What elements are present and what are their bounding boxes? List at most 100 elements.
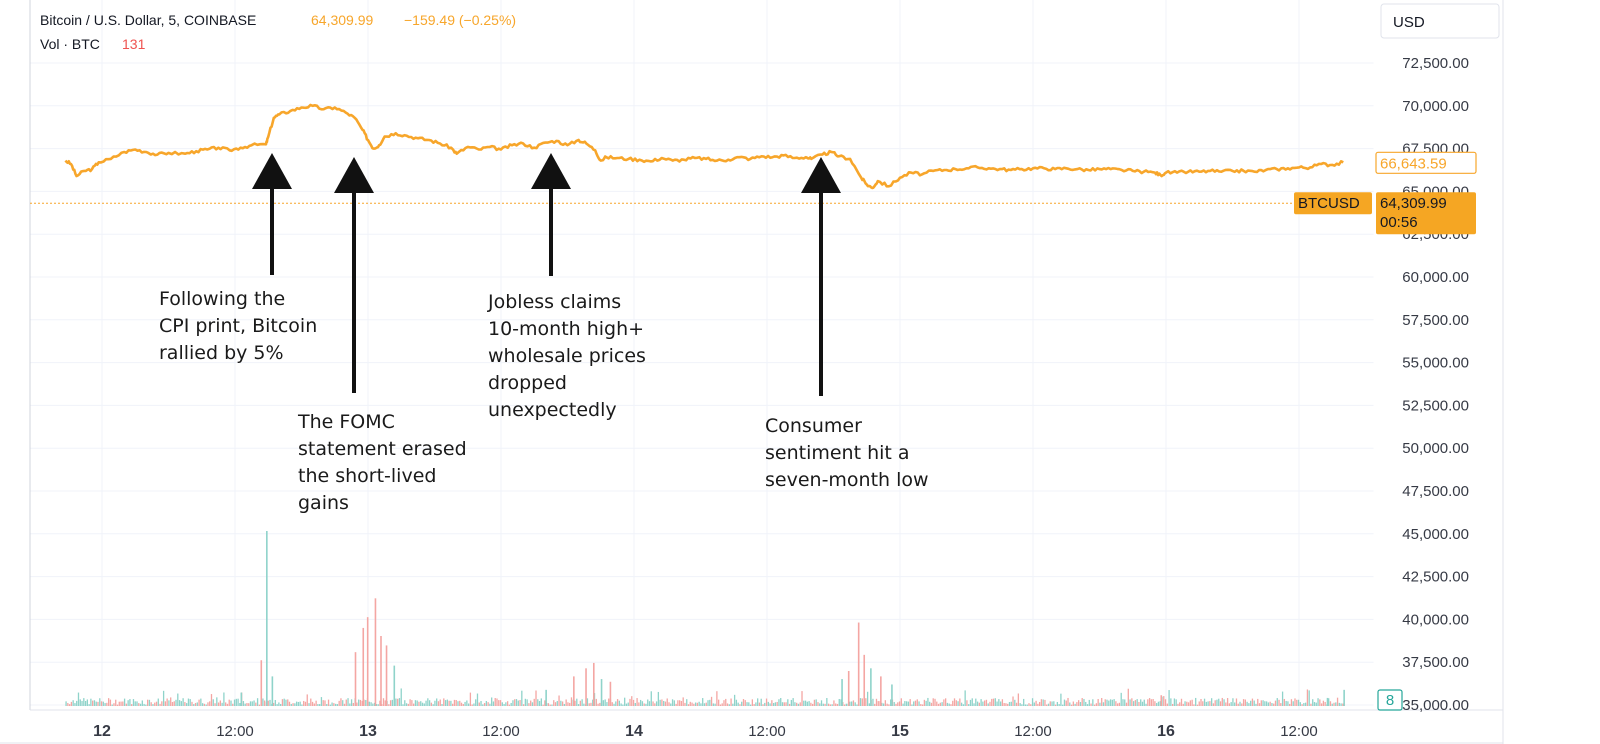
volume-bar xyxy=(544,700,546,706)
volume-bar xyxy=(1024,704,1027,706)
volume-bar xyxy=(1157,701,1160,706)
volume-bar xyxy=(643,703,645,706)
volume-bar xyxy=(1058,704,1060,706)
volume-bar xyxy=(246,703,248,706)
volume-bar xyxy=(797,703,800,706)
volume-bar xyxy=(1239,701,1241,706)
volume-bar xyxy=(483,703,486,706)
volume-bar xyxy=(244,703,246,706)
volume-spike xyxy=(847,671,850,706)
volume-bar xyxy=(984,700,986,706)
volume-bar xyxy=(772,703,775,706)
price-tick-label: 70,000.00 xyxy=(1402,98,1469,115)
volume-bar xyxy=(1342,703,1344,706)
volume-bar xyxy=(996,701,998,706)
price-tick-label: 52,500.00 xyxy=(1402,397,1469,414)
volume-bar xyxy=(737,702,739,706)
volume-bar xyxy=(783,702,785,706)
volume-bar xyxy=(1017,693,1020,706)
volume-bar xyxy=(432,704,434,706)
volume-bar xyxy=(758,702,761,706)
volume-bar xyxy=(929,701,931,706)
volume-bar xyxy=(217,702,220,706)
volume-bar xyxy=(145,704,147,706)
volume-bar xyxy=(136,701,138,706)
volume-bar xyxy=(710,696,713,706)
volume-bar xyxy=(1072,701,1074,706)
volume-bar xyxy=(287,699,289,706)
volume-bar xyxy=(638,702,640,706)
volume-bar xyxy=(741,701,743,706)
volume-bar xyxy=(824,703,826,706)
countdown-text: 00:56 xyxy=(1380,214,1418,231)
legend-volume-label[interactable]: Vol · BTC xyxy=(40,36,100,52)
volume-spike xyxy=(393,665,396,706)
volume-bar xyxy=(969,699,972,706)
volume-bar xyxy=(322,700,324,706)
volume-bar xyxy=(196,702,198,706)
volume-bar xyxy=(1274,700,1277,706)
volume-bar xyxy=(1313,702,1316,706)
volume-bar xyxy=(822,703,824,706)
volume-bar xyxy=(753,704,755,706)
volume-bar xyxy=(443,698,445,706)
volume-bar xyxy=(506,701,509,706)
volume-bar xyxy=(1328,698,1330,706)
volume-spike xyxy=(880,676,882,706)
volume-bar xyxy=(1251,698,1254,706)
legend-symbol[interactable]: Bitcoin / U.S. Dollar, 5, COINBASE xyxy=(40,12,256,28)
volume-bar xyxy=(132,699,135,706)
volume-bar xyxy=(820,700,823,706)
volume-bar xyxy=(987,703,989,706)
volume-bar xyxy=(920,704,922,706)
volume-bar xyxy=(746,702,748,706)
volume-bar xyxy=(1012,696,1014,706)
legend[interactable]: Bitcoin / U.S. Dollar, 5, COINBASE 64,30… xyxy=(40,12,516,52)
volume-bar xyxy=(702,698,704,706)
volume-bar xyxy=(1104,699,1106,706)
volume-bar xyxy=(1051,701,1053,706)
time-axis[interactable]: 12 12:00 13 12:00 14 12:00 15 12:00 16 12:00 xyxy=(93,723,1318,740)
time-tick-label: 12:00 xyxy=(1014,723,1052,740)
volume-bar xyxy=(1028,703,1030,706)
volume-bar xyxy=(764,702,766,706)
annotation-arrow-head xyxy=(334,157,374,193)
volume-bar xyxy=(574,700,576,706)
volume-bar xyxy=(1079,701,1082,706)
volume-bar xyxy=(705,702,707,706)
volume-bar xyxy=(624,697,626,706)
volume-bar xyxy=(480,700,482,706)
volume-bar xyxy=(723,700,725,706)
currency-button[interactable]: USD xyxy=(1380,3,1500,39)
volume-bar xyxy=(570,697,573,706)
price-tick-label: 35,000.00 xyxy=(1402,697,1469,714)
volume-bar xyxy=(992,698,995,706)
annotation-text-line: dropped xyxy=(488,372,567,394)
volume-bar xyxy=(519,700,521,706)
volume-bar xyxy=(558,695,560,706)
volume-bar xyxy=(765,698,768,706)
volume-bar xyxy=(1226,698,1229,706)
volume-bar xyxy=(1324,701,1326,706)
volume-bar xyxy=(334,703,337,706)
volume-bar xyxy=(1171,703,1174,706)
volume-bar xyxy=(505,702,507,706)
volume-bar xyxy=(423,703,425,706)
volume-bar xyxy=(276,704,278,706)
volume-bar xyxy=(856,704,858,706)
volume-bar xyxy=(817,702,819,706)
volume-bar xyxy=(966,700,968,706)
annotation-text-line: the short-lived xyxy=(298,465,436,487)
volume-bar xyxy=(310,698,312,706)
volume-bar xyxy=(191,701,193,706)
volume-bar xyxy=(306,694,308,706)
volume-bar xyxy=(99,698,101,706)
volume-bar xyxy=(952,700,954,706)
price-tick-label: 47,500.00 xyxy=(1402,483,1469,500)
volume-bar xyxy=(1173,698,1176,706)
volume-bar xyxy=(808,701,810,706)
volume-bar xyxy=(739,704,741,706)
volume-bar xyxy=(76,700,78,706)
volume-bar xyxy=(391,699,394,706)
